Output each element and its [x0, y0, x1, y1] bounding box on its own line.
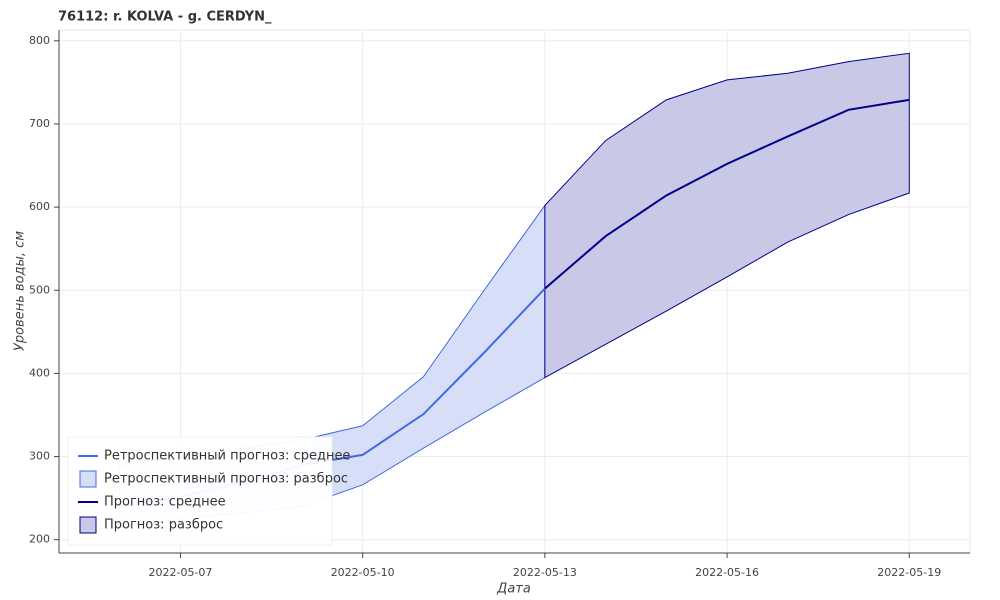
- x-axis-label: Дата: [496, 582, 531, 597]
- legend-label: Ретроспективный прогноз: среднее: [104, 449, 350, 464]
- x-tick-label: 2022-05-16: [695, 566, 759, 579]
- legend-swatch: [79, 516, 97, 534]
- y-tick-label: 500: [29, 283, 50, 296]
- y-tick-label: 300: [29, 450, 50, 463]
- y-tick-label: 400: [29, 366, 50, 379]
- x-tick-label: 2022-05-10: [331, 566, 395, 579]
- line-series: [544, 98, 910, 290]
- x-tick-label: 2022-05-13: [513, 566, 577, 579]
- y-tick-label: 800: [29, 34, 50, 47]
- x-tick-label: 2022-05-19: [877, 566, 941, 579]
- y-tick-label: 700: [29, 117, 50, 130]
- y-tick-label: 200: [29, 533, 50, 546]
- y-tick-label: 600: [29, 200, 50, 213]
- legend: Ретроспективный прогноз: среднее Ретроспе…: [67, 436, 350, 546]
- legend-label: Прогноз: среднее: [104, 495, 226, 510]
- y-axis-label: Уровень воды, см: [13, 231, 28, 351]
- legend-swatch: [79, 470, 97, 488]
- legend-label: Прогноз: разброс: [104, 518, 223, 533]
- chart-title: 76112: r. KOLVA - g. CERDYN_: [58, 10, 272, 25]
- x-tick-label: 2022-05-07: [148, 566, 212, 579]
- legend-label: Ретроспективный прогноз: разброс: [104, 472, 348, 487]
- band-area: [544, 52, 910, 379]
- legend-box: [67, 436, 333, 546]
